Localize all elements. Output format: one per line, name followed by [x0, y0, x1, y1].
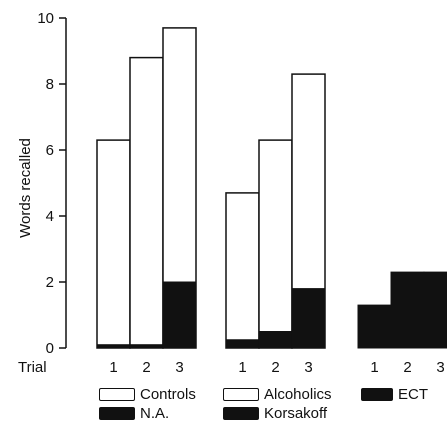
x-tick-label-g2-3: 3	[304, 359, 312, 376]
x-tick-label-g2-2: 2	[271, 359, 279, 376]
x-tick-label-g1-2: 2	[142, 359, 150, 376]
bar-controls-trial-1	[96, 139, 131, 349]
x-tick-label-g1-1: 1	[109, 359, 117, 376]
bar-alcoholics-trial-2	[258, 139, 293, 349]
bar-korsakoff-trial-1	[225, 339, 260, 349]
bar-na-trial-2	[129, 344, 164, 349]
bar-na-trial-3	[162, 281, 197, 349]
y-tick-label-4: 8	[46, 76, 54, 93]
bar-controls-trial-2	[129, 56, 164, 349]
bar-alcoholics-trial-1	[225, 192, 260, 349]
bar-ect-trial-2	[390, 271, 425, 349]
y-axis-title: Words recalled	[17, 138, 34, 238]
y-tick-label-1: 2	[46, 274, 54, 291]
x-tick-label-g2-1: 1	[238, 359, 246, 376]
y-tick-label-0: 0	[46, 340, 54, 357]
x-tick-label-g3-2: 2	[403, 359, 411, 376]
bar-na-trial-1	[96, 344, 131, 349]
y-tick-label-2: 4	[46, 208, 54, 225]
x-tick-label-g3-3: 3	[436, 359, 444, 376]
bar-ect-trial-3	[423, 271, 447, 349]
x-ticks: 1 2 3 1 2 3 1 2 3	[109, 359, 444, 376]
bar-ect-trial-1	[357, 304, 392, 349]
bar-korsakoff-trial-2	[258, 331, 293, 349]
x-tick-label-g1-3: 3	[175, 359, 183, 376]
y-tick-label-3: 6	[46, 142, 54, 159]
y-ticks: 0 2 4 6 8 10	[37, 10, 66, 357]
x-tick-label-g3-1: 1	[370, 359, 378, 376]
bars	[96, 27, 447, 349]
bar-korsakoff-trial-3	[291, 288, 326, 349]
y-tick-label-5: 10	[37, 10, 54, 27]
x-axis-title: Trial	[18, 359, 47, 376]
